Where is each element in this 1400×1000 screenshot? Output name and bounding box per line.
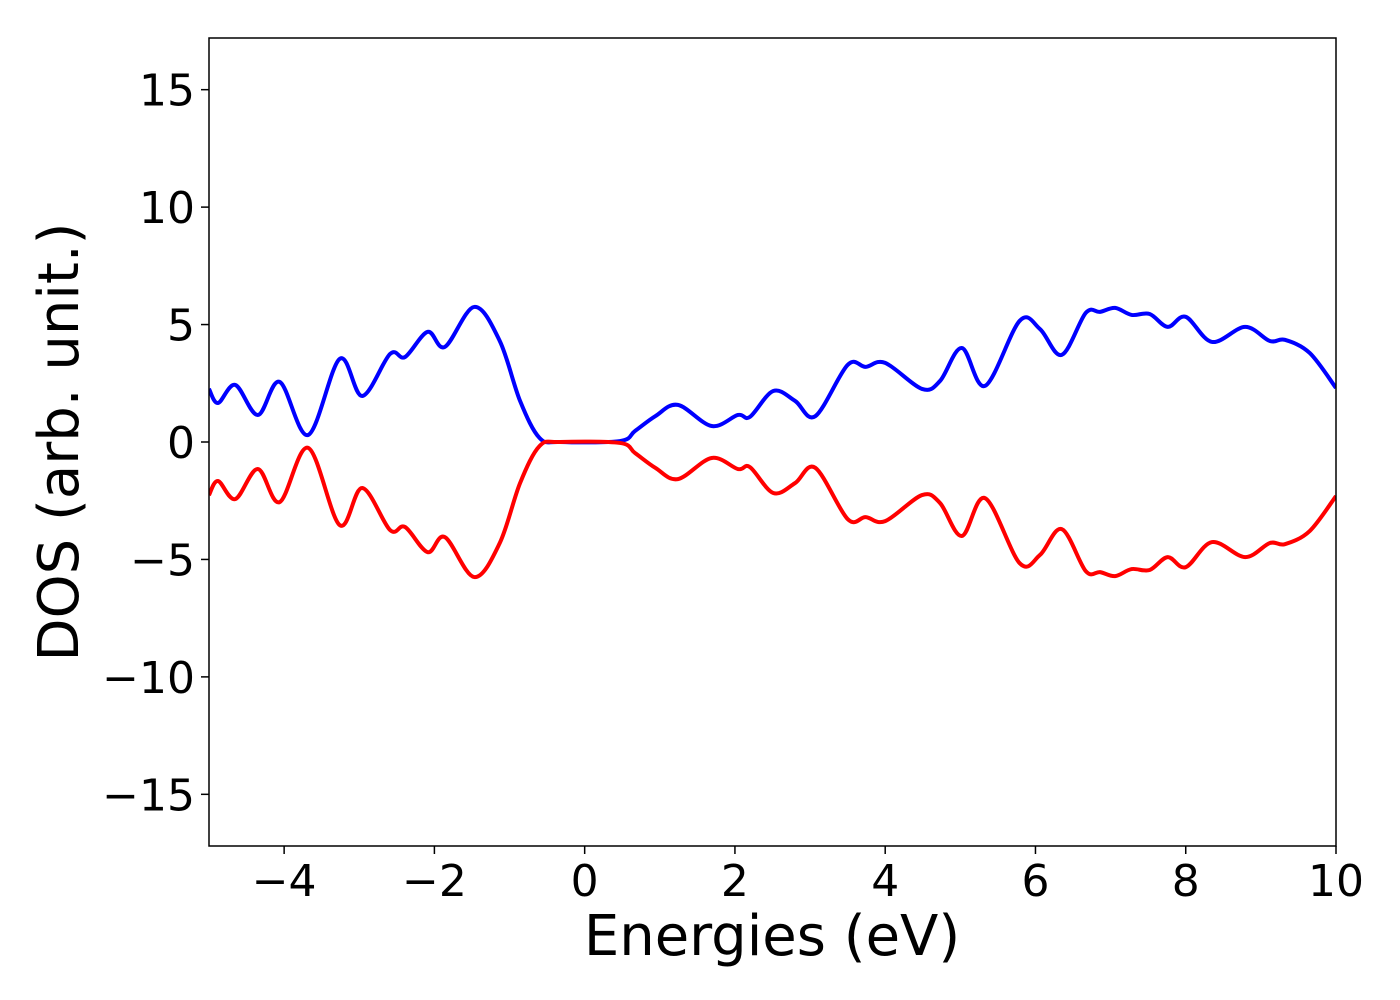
y-tick-label: 15 <box>139 66 195 117</box>
y-tick-label: 5 <box>167 301 195 352</box>
y-tick-label: 10 <box>139 183 195 234</box>
y-axis-label: DOS (arb. unit.) <box>27 222 92 661</box>
x-tick-label: 0 <box>571 856 599 907</box>
y-tick-label: −10 <box>102 653 195 704</box>
series-line <box>209 304 1336 445</box>
x-tick-label: 6 <box>1021 856 1049 907</box>
y-tick-label: −5 <box>130 535 195 586</box>
x-tick-label: 4 <box>871 856 899 907</box>
x-tick-label: −2 <box>402 856 467 907</box>
plot-frame <box>208 37 1337 847</box>
series-line <box>209 439 1336 580</box>
x-axis-label: Energies (eV) <box>584 904 960 969</box>
x-tick-label: 8 <box>1172 856 1200 907</box>
x-tick-label: −4 <box>252 856 317 907</box>
x-tick-label: 2 <box>721 856 749 907</box>
y-tick-label: 0 <box>167 418 195 469</box>
x-tick-label: 10 <box>1308 856 1364 907</box>
y-tick-label: −15 <box>102 770 195 821</box>
